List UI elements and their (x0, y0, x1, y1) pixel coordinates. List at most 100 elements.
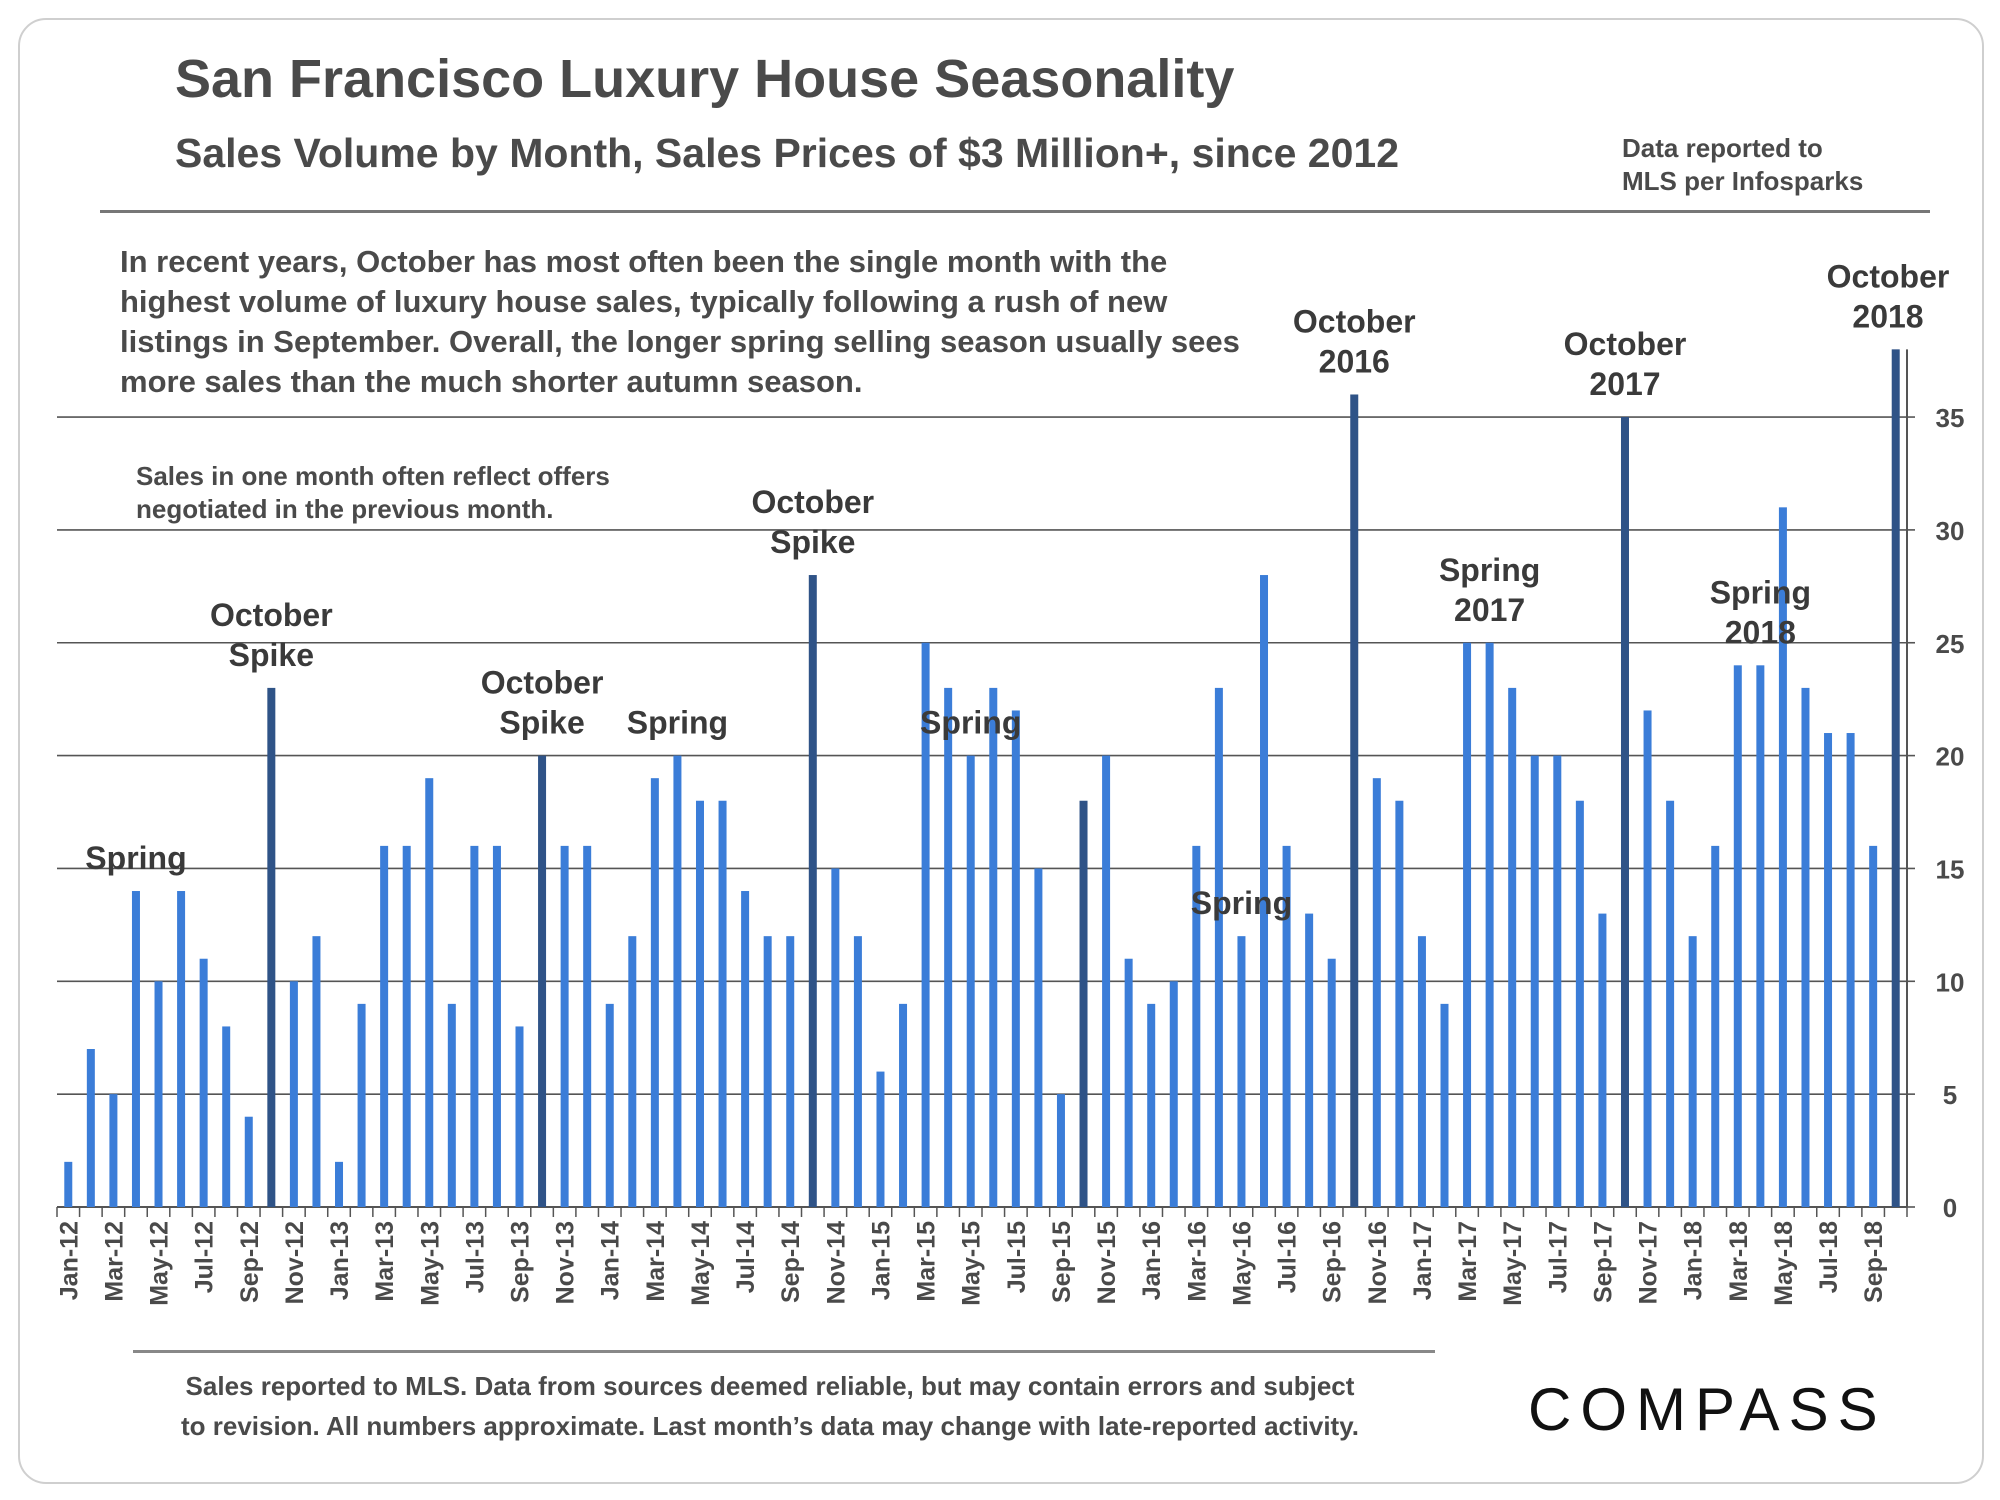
bar-Oct-17 (1620, 417, 1629, 1207)
x-tick-label: Sep-16 (1319, 1221, 1347, 1303)
annotation-label: Spring (85, 840, 186, 876)
bar-Nov-16 (1372, 778, 1381, 1207)
x-tick-label: May-13 (416, 1221, 444, 1306)
annotation-label: Spring (627, 705, 728, 741)
bar-Jun-13 (447, 1003, 456, 1207)
bar-Sep-15 (1056, 1094, 1065, 1207)
bar-Apr-18 (1756, 665, 1765, 1207)
bar-Apr-14 (673, 755, 682, 1207)
bar-Mar-12 (109, 1094, 118, 1207)
disclaimer-footnote: Sales reported to MLS. Data from sources… (120, 1366, 1420, 1446)
bar-Aug-18 (1846, 733, 1855, 1207)
annotation-label: Spring (1191, 885, 1292, 921)
bar-May-16 (1237, 936, 1246, 1207)
bar-Sep-12 (244, 1116, 253, 1207)
bar-Dec-13 (583, 845, 592, 1207)
x-tick-label: May-12 (146, 1221, 174, 1306)
bar-Dec-16 (1395, 800, 1404, 1207)
x-tick-label: Mar-18 (1725, 1221, 1753, 1302)
chart-subtitle: Sales Volume by Month, Sales Prices of $… (175, 130, 1400, 176)
bar-Jul-18 (1824, 733, 1833, 1207)
footer-divider (133, 1350, 1435, 1353)
bar-Mar-13 (380, 845, 389, 1207)
source-note-line-1: Data reported to (1622, 133, 1823, 163)
x-tick-label: Mar-16 (1183, 1221, 1211, 1302)
bar-Jul-12 (199, 958, 208, 1207)
bar-May-13 (425, 778, 434, 1207)
annotation-label: Spike (229, 637, 314, 673)
bar-Jul-15 (1011, 710, 1020, 1207)
x-tick-label: Sep-18 (1860, 1221, 1888, 1303)
bar-Mar-18 (1733, 665, 1742, 1207)
bar-Feb-13 (357, 1003, 366, 1207)
annotation-label: 2017 (1589, 366, 1660, 402)
bar-Feb-17 (1440, 1003, 1449, 1207)
bar-Jun-14 (718, 800, 727, 1207)
bar-May-15 (966, 755, 975, 1207)
bar-May-17 (1508, 687, 1517, 1207)
annotation-label: Spring (920, 705, 1021, 741)
x-tick-label: Nov-13 (552, 1221, 580, 1304)
bar-Dec-15 (1124, 958, 1133, 1207)
bar-Mar-17 (1463, 642, 1472, 1207)
bar-Aug-15 (1034, 868, 1043, 1207)
bar-Oct-13 (538, 755, 547, 1207)
x-tick-label: Jul-12 (191, 1221, 219, 1293)
bar-Nov-14 (831, 868, 840, 1207)
bar-Jan-15 (876, 1071, 885, 1207)
bar-Jul-13 (470, 845, 479, 1207)
x-tick-label: May-18 (1770, 1221, 1798, 1306)
x-tick-label: May-14 (687, 1221, 715, 1306)
annotation-label: October (1293, 303, 1416, 339)
bar-Jun-15 (989, 687, 998, 1207)
x-tick-label: Jul-17 (1544, 1221, 1572, 1293)
x-tick-label: Mar-14 (642, 1221, 670, 1302)
bar-Aug-16 (1305, 913, 1314, 1207)
bar-Nov-12 (289, 981, 298, 1207)
annotation-label: 2016 (1319, 343, 1390, 379)
bar-Apr-15 (944, 687, 953, 1207)
bar-Jul-17 (1553, 755, 1562, 1207)
bar-Mar-15 (921, 642, 930, 1207)
x-tick-label: Jan-14 (597, 1221, 625, 1300)
bar-Nov-15 (1102, 755, 1111, 1207)
bar-Dec-17 (1666, 800, 1675, 1207)
bar-Oct-15 (1079, 800, 1088, 1207)
bar-Apr-13 (402, 845, 411, 1207)
bar-Jan-16 (1147, 1003, 1156, 1207)
bar-Oct-14 (808, 575, 817, 1207)
annotation-label: Spike (499, 705, 584, 741)
x-tick-label: Jan-18 (1680, 1221, 1708, 1300)
x-tick-label: Nov-14 (822, 1221, 850, 1304)
x-tick-label: May-17 (1499, 1221, 1527, 1306)
annotation-label: Spring (1439, 552, 1540, 588)
bar-Jun-17 (1530, 755, 1539, 1207)
x-tick-label: Jan-15 (867, 1221, 895, 1300)
x-tick-label: Sep-13 (507, 1221, 535, 1303)
x-tick-label: Nov-17 (1635, 1221, 1663, 1304)
bar-Jan-12 (64, 1161, 73, 1207)
annotation-label: October (1827, 258, 1950, 294)
bar-Aug-13 (492, 845, 501, 1207)
bar-Oct-12 (267, 687, 276, 1207)
bar-Jun-18 (1801, 687, 1810, 1207)
chart-title: San Francisco Luxury House Seasonality (175, 49, 1235, 109)
bar-Apr-16 (1214, 687, 1223, 1207)
x-tick-label: Jan-17 (1409, 1221, 1437, 1300)
bar-Mar-16 (1192, 845, 1201, 1207)
x-tick-label: Sep-12 (236, 1221, 264, 1303)
bar-Feb-14 (628, 936, 637, 1207)
bar-Nov-13 (560, 845, 569, 1207)
bar-Jul-14 (741, 891, 750, 1207)
bar-Oct-16 (1350, 394, 1359, 1208)
compass-logo: COMPASS (1528, 1376, 1887, 1443)
bar-Feb-18 (1711, 845, 1720, 1207)
x-tick-label: Jul-13 (461, 1221, 489, 1293)
y-tick-label: 10 (1936, 967, 1965, 997)
source-note: Data reported to MLS per Infosparks (1622, 132, 1922, 198)
x-tick-label: Jul-14 (732, 1221, 760, 1293)
x-tick-label: Jan-16 (1138, 1221, 1166, 1300)
bar-Feb-15 (899, 1003, 908, 1207)
chart-frame (18, 18, 1984, 1484)
y-tick-label: 35 (1936, 403, 1965, 433)
